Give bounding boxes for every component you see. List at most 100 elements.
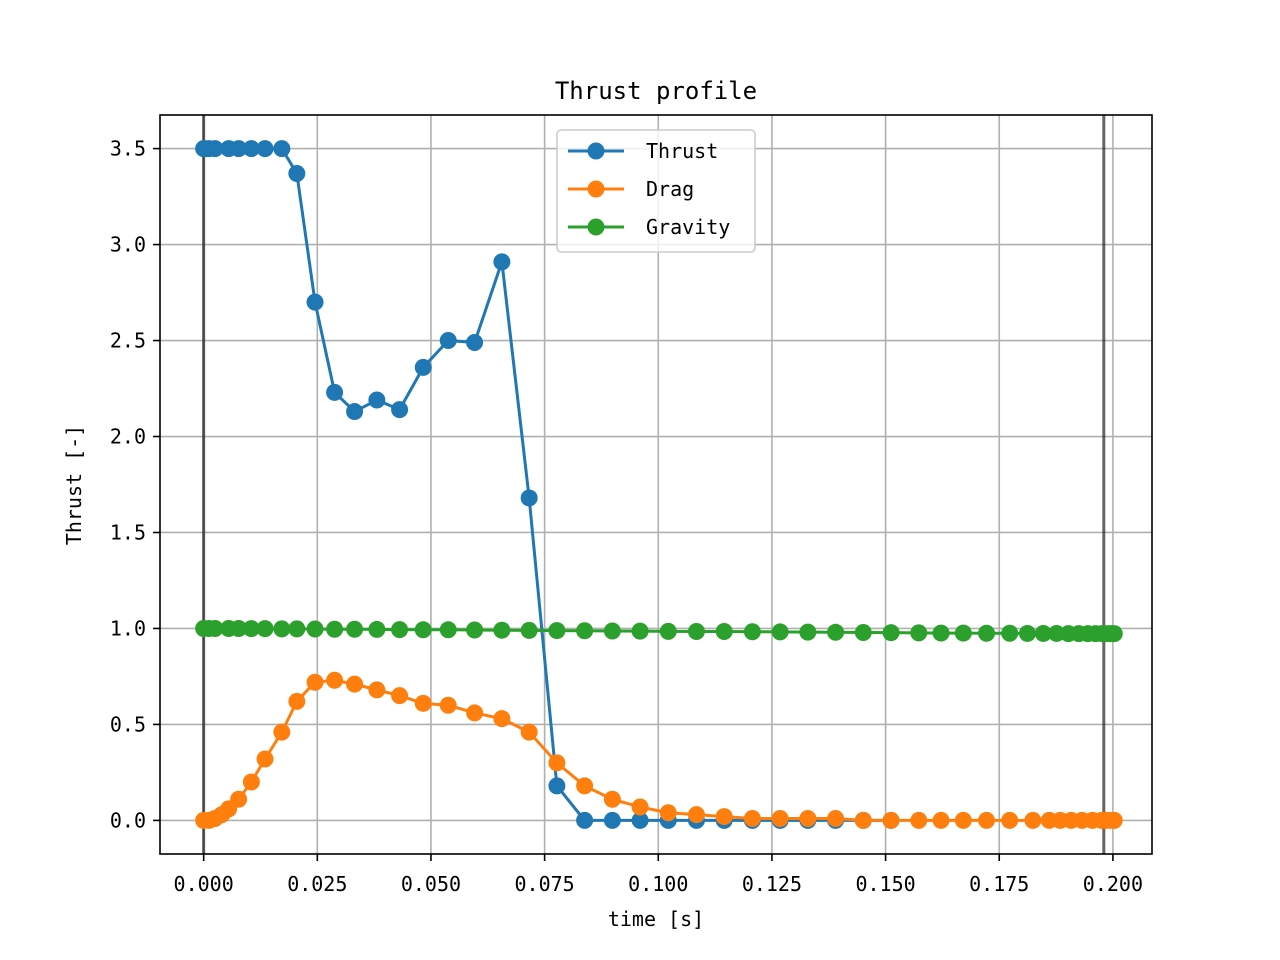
data-point-drag bbox=[493, 710, 511, 728]
data-point-thrust bbox=[288, 165, 306, 183]
data-point-drag bbox=[288, 692, 306, 710]
x-tick-label: 0.100 bbox=[628, 872, 688, 896]
data-point-drag bbox=[854, 811, 872, 829]
y-tick-label: 2.5 bbox=[110, 329, 146, 353]
reference-lines bbox=[202, 115, 1106, 854]
data-point-drag bbox=[391, 687, 409, 705]
data-point-gravity bbox=[439, 621, 457, 639]
data-point-gravity bbox=[346, 620, 364, 638]
data-point-gravity bbox=[687, 623, 705, 641]
data-point-gravity bbox=[1001, 624, 1019, 642]
data-point-gravity bbox=[520, 621, 538, 639]
data-point-thrust bbox=[391, 401, 409, 419]
x-tick-label: 0.125 bbox=[742, 872, 802, 896]
data-point-drag bbox=[326, 671, 344, 689]
legend-entries: Thrust Drag Gravity bbox=[568, 139, 730, 239]
data-point-thrust bbox=[273, 140, 291, 158]
data-point-gravity bbox=[576, 622, 594, 640]
data-point-gravity bbox=[1018, 624, 1036, 642]
data-point-drag bbox=[346, 675, 364, 693]
data-point-gravity bbox=[230, 619, 248, 637]
data-point-thrust bbox=[346, 403, 364, 421]
data-point-drag bbox=[771, 809, 789, 827]
legend-marker-drag bbox=[587, 180, 605, 198]
data-point-drag bbox=[414, 694, 432, 712]
x-tick-label: 0.000 bbox=[174, 872, 234, 896]
data-point-gravity bbox=[910, 624, 928, 642]
data-point-drag bbox=[954, 811, 972, 829]
data-point-thrust bbox=[439, 332, 457, 350]
data-point-gravity bbox=[368, 620, 386, 638]
x-axis-ticks: 0.000 0.025 0.050 0.075 0.100 0.125 0.150 0.175… bbox=[174, 854, 1143, 896]
data-point-drag bbox=[631, 798, 649, 816]
data-point-drag bbox=[548, 754, 566, 772]
y-axis-label: Thrust [-] bbox=[62, 425, 86, 545]
y-tick-label: 0.5 bbox=[110, 712, 146, 736]
data-point-thrust bbox=[631, 811, 649, 829]
data-point-gravity bbox=[493, 621, 511, 639]
data-point-gravity bbox=[771, 623, 789, 641]
data-point-drag bbox=[1001, 811, 1019, 829]
data-point-drag bbox=[799, 809, 817, 827]
data-point-gravity bbox=[256, 620, 274, 638]
data-point-gravity bbox=[954, 624, 972, 642]
data-point-drag bbox=[910, 811, 928, 829]
data-point-gravity bbox=[799, 623, 817, 641]
data-point-gravity bbox=[631, 622, 649, 640]
data-point-gravity bbox=[206, 619, 224, 637]
y-tick-label: 0.0 bbox=[110, 808, 146, 832]
y-axis-ticks: 0.0 0.5 1.0 1.5 2.0 2.5 3.0 3.5 bbox=[110, 137, 160, 832]
data-point-gravity bbox=[1034, 624, 1052, 642]
data-point-gravity bbox=[466, 621, 484, 639]
data-point-drag bbox=[242, 773, 260, 791]
legend: Thrust Drag Gravity bbox=[556, 129, 756, 253]
series-drag bbox=[195, 671, 1123, 829]
data-point-gravity bbox=[978, 624, 996, 642]
data-point-gravity bbox=[548, 622, 566, 640]
y-tick-label: 2.0 bbox=[110, 425, 146, 449]
data-point-thrust bbox=[326, 383, 344, 401]
data-point-drag bbox=[439, 696, 457, 714]
x-tick-label: 0.175 bbox=[969, 872, 1029, 896]
data-point-drag bbox=[882, 811, 900, 829]
data-point-thrust bbox=[603, 811, 621, 829]
data-point-gravity bbox=[288, 620, 306, 638]
data-point-gravity bbox=[715, 623, 733, 641]
data-point-drag bbox=[743, 809, 761, 827]
legend-marker-thrust bbox=[587, 142, 605, 160]
chart-title: Thrust profile bbox=[555, 77, 757, 105]
data-point-gravity bbox=[306, 620, 324, 638]
data-point-drag bbox=[306, 673, 324, 691]
data-point-thrust bbox=[493, 253, 511, 271]
y-tick-label: 3.5 bbox=[110, 137, 146, 161]
data-point-gravity bbox=[659, 622, 677, 640]
legend-label-gravity: Gravity bbox=[646, 215, 730, 239]
plot-frame bbox=[159, 114, 1153, 855]
plot-series bbox=[195, 140, 1123, 829]
data-point-drag bbox=[273, 723, 291, 741]
legend-entry-drag: Drag bbox=[568, 177, 694, 201]
data-point-thrust bbox=[520, 489, 538, 507]
legend-box bbox=[556, 129, 756, 253]
data-point-thrust bbox=[576, 811, 594, 829]
data-point-gravity bbox=[326, 620, 344, 638]
data-point-thrust bbox=[230, 140, 248, 158]
data-point-gravity bbox=[1105, 625, 1123, 643]
data-point-drag bbox=[256, 750, 274, 768]
data-point-thrust bbox=[414, 358, 432, 376]
data-point-thrust bbox=[466, 333, 484, 351]
legend-marker-gravity bbox=[587, 218, 605, 236]
y-tick-label: 3.0 bbox=[110, 233, 146, 257]
data-point-gravity bbox=[242, 620, 260, 638]
y-tick-label: 1.0 bbox=[110, 616, 146, 640]
x-tick-label: 0.150 bbox=[855, 872, 915, 896]
data-point-thrust bbox=[368, 391, 386, 409]
x-tick-label: 0.200 bbox=[1083, 872, 1143, 896]
data-point-gravity bbox=[603, 622, 621, 640]
data-point-drag bbox=[520, 723, 538, 741]
y-tick-label: 1.5 bbox=[110, 520, 146, 544]
x-tick-label: 0.025 bbox=[287, 872, 347, 896]
data-point-thrust bbox=[206, 140, 224, 158]
